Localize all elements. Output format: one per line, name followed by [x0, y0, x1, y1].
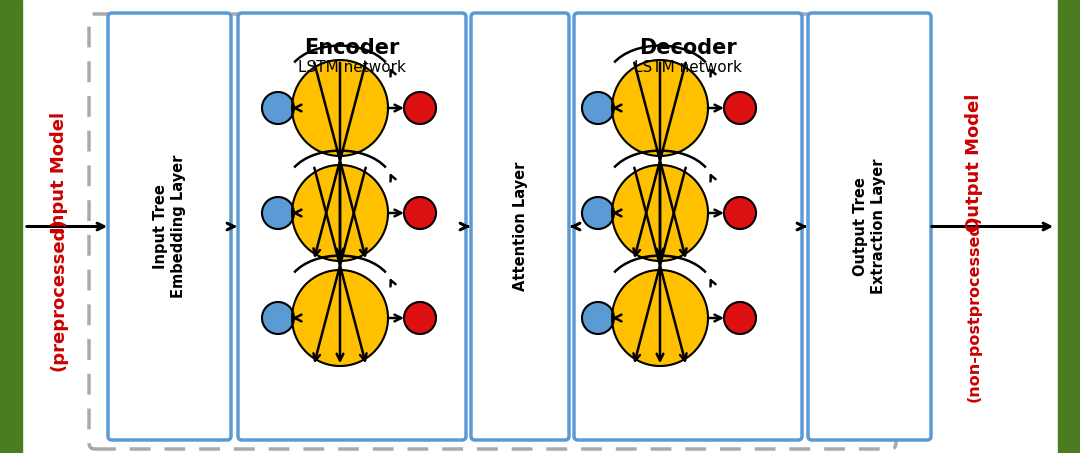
Circle shape: [292, 165, 388, 261]
Bar: [1058, 0, 1080, 453]
FancyBboxPatch shape: [808, 13, 931, 440]
Text: Output Tree
Extraction Layer: Output Tree Extraction Layer: [853, 159, 886, 294]
FancyBboxPatch shape: [108, 13, 231, 440]
Circle shape: [612, 60, 708, 156]
Text: Input Model: Input Model: [50, 111, 67, 233]
Text: Output Model: Output Model: [966, 94, 983, 232]
Circle shape: [262, 302, 294, 334]
FancyBboxPatch shape: [89, 14, 896, 449]
FancyBboxPatch shape: [573, 13, 802, 440]
Circle shape: [292, 270, 388, 366]
Text: Input Tree
Embedding Layer: Input Tree Embedding Layer: [153, 155, 186, 298]
Circle shape: [724, 302, 756, 334]
Circle shape: [724, 92, 756, 124]
Circle shape: [262, 197, 294, 229]
Circle shape: [262, 92, 294, 124]
Circle shape: [404, 92, 436, 124]
Text: Decoder: Decoder: [639, 38, 737, 58]
FancyBboxPatch shape: [471, 13, 569, 440]
Circle shape: [582, 92, 615, 124]
Circle shape: [612, 165, 708, 261]
Circle shape: [612, 270, 708, 366]
Circle shape: [582, 302, 615, 334]
Text: Attention Layer: Attention Layer: [513, 162, 527, 291]
Text: LSTM network: LSTM network: [298, 61, 406, 76]
Circle shape: [404, 197, 436, 229]
Circle shape: [724, 197, 756, 229]
Text: Encoder: Encoder: [305, 38, 400, 58]
Text: LSTM network: LSTM network: [634, 61, 742, 76]
Circle shape: [292, 60, 388, 156]
Text: (preprocessed): (preprocessed): [50, 217, 67, 371]
FancyBboxPatch shape: [238, 13, 465, 440]
Text: (non-postprocessed): (non-postprocessed): [967, 214, 982, 402]
Circle shape: [582, 197, 615, 229]
Circle shape: [404, 302, 436, 334]
Bar: [0, 0, 22, 453]
